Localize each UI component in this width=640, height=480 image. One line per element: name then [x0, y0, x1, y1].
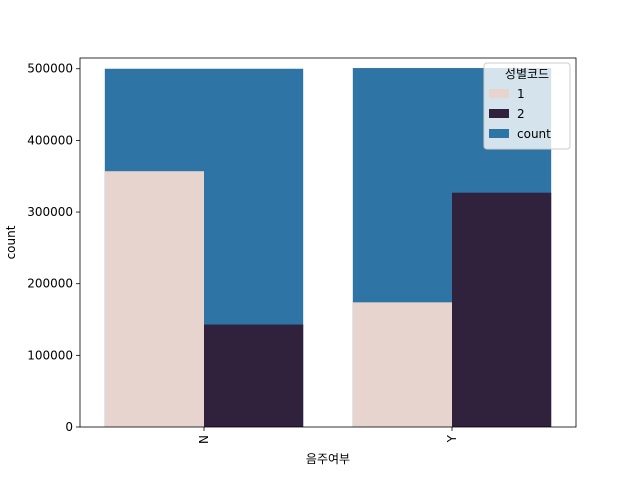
legend-title: 성별코드: [505, 67, 549, 81]
legend: 성별코드 1 2 count: [483, 62, 571, 150]
bar-sex-2-N: [204, 324, 304, 427]
legend-label-count: count: [517, 127, 551, 141]
legend-label-2: 2: [517, 107, 525, 121]
y-tick-label-200000: 200000: [27, 277, 73, 291]
bar-sex-1-Y: [352, 302, 452, 427]
y-tick-label-100000: 100000: [27, 348, 73, 362]
legend-swatch-count: [489, 129, 509, 138]
y-tick-label-400000: 400000: [27, 133, 73, 147]
legend-swatch-2: [489, 109, 509, 118]
axes-group: N Y 0 100000 200000 300000 400000 500000 음주여부 cou…: [4, 57, 577, 466]
y-tick-label-500000: 500000: [27, 62, 73, 76]
x-tick-label-N: N: [197, 435, 211, 444]
bar-sex-2-Y: [452, 192, 552, 427]
bar-sex-1-N: [104, 171, 204, 427]
x-tick-label-Y: Y: [445, 434, 459, 443]
y-axis-label: count: [4, 225, 18, 259]
legend-label-1: 1: [517, 87, 525, 101]
x-axis-label: 음주여부: [306, 452, 350, 466]
y-tick-label-300000: 300000: [27, 205, 73, 219]
plot-frame: [79, 57, 577, 428]
y-tick-label-0: 0: [65, 420, 73, 434]
legend-swatch-1: [489, 89, 509, 98]
legend-box: [483, 62, 571, 150]
